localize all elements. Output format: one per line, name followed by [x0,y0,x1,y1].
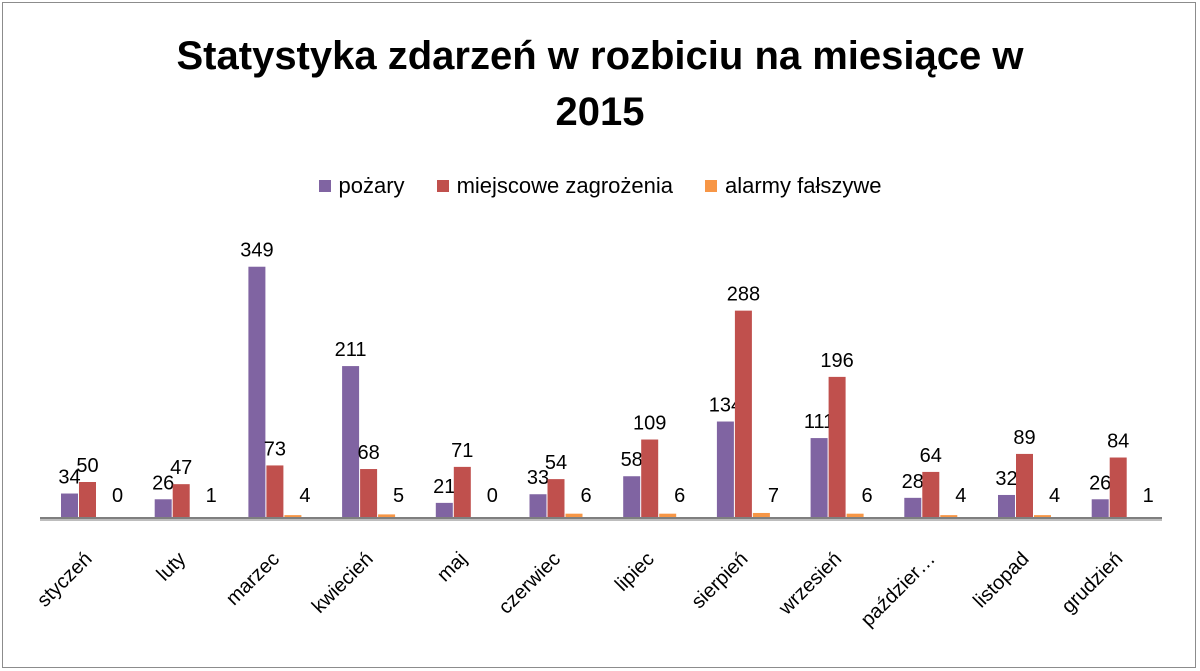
legend-item-miejscowe-zagrozenia: miejscowe zagrożenia [436,173,673,199]
x-tick-label-luty: luty [153,548,191,586]
bar-alarmy-falszywe-listopad [1034,515,1051,518]
data-label-alarmy-falszywe-styczen: 0 [112,485,123,507]
bar-alarmy-falszywe-czerwiec [565,513,583,518]
bar-miejscowe-zagrozenia-maj [453,466,471,518]
data-label-alarmy-falszywe-listopad: 4 [1049,485,1060,507]
x-tick-label-sierpien: sierpień [687,548,752,613]
x-tick-label-marzec: marzec [222,548,284,610]
data-label-pozary-listopad: 32 [995,468,1017,490]
bar-pozary-listopad [998,494,1015,518]
data-label-alarmy-falszywe-marzec: 4 [299,485,310,507]
bar-alarmy-falszywe-lipiec [659,513,677,518]
data-label-pozary-sierpien: 134 [709,395,742,417]
data-label-alarmy-falszywe-lipiec: 6 [674,485,685,507]
x-tick-label-styczen: styczeń [33,548,97,612]
legend-swatch-pozary [318,180,331,192]
bar-pozary-luty [154,499,172,518]
bar-pozary-czerwiec [529,494,547,518]
data-label-alarmy-falszywe-czerwiec: 6 [580,485,591,507]
data-label-pozary-styczen: 34 [58,467,80,489]
data-label-alarmy-falszywe-pazdziernik: 4 [955,485,966,507]
bar-pozary-pazdziernik [904,497,922,518]
x-tick-label-lipiec: lipiec [611,548,659,596]
bar-pozary-kwiecien [342,366,360,518]
data-label-miejscowe-zagrozenia-wrzesien: 196 [820,350,853,372]
data-label-pozary-kwiecien: 211 [335,339,367,361]
data-label-alarmy-falszywe-maj: 0 [487,485,498,507]
x-tick-label-pazdziernik: paździer… [857,548,940,631]
data-label-miejscowe-zagrozenia-sierpien: 288 [727,284,760,306]
bar-miejscowe-zagrozenia-sierpien [734,310,752,518]
bar-pozary-wrzesien [810,438,828,518]
data-label-pozary-maj: 21 [433,476,455,498]
data-label-pozary-luty: 26 [152,472,174,494]
bar-miejscowe-zagrozenia-czerwiec [547,479,565,518]
data-label-miejscowe-zagrozenia-grudzien: 84 [1107,431,1129,453]
data-label-miejscowe-zagrozenia-styczen: 50 [76,455,98,477]
x-tick-label-maj: maj [433,548,471,586]
legend-swatch-alarmy-falszywe [705,180,717,192]
bar-pozary-lipiec [623,476,641,518]
bar-alarmy-falszywe-wrzesien [846,513,864,518]
x-tick-label-kwiecien: kwiecień [308,548,378,618]
data-label-miejscowe-zagrozenia-maj: 71 [451,440,473,462]
data-label-miejscowe-zagrozenia-marzec: 73 [264,438,286,460]
x-tick-label-listopad: listopad [969,548,1033,612]
data-label-alarmy-falszywe-luty: 1 [206,485,217,507]
bar-miejscowe-zagrozenia-kwiecien [360,469,378,518]
data-label-miejscowe-zagrozenia-listopad: 89 [1013,427,1035,449]
x-tick-label-wrzesien: wrzesień [774,548,846,620]
x-tick-label-grudzien: grudzień [1057,548,1127,618]
data-label-pozary-wrzesien: 111 [804,411,834,433]
data-label-miejscowe-zagrozenia-lipiec: 109 [633,413,666,435]
data-label-miejscowe-zagrozenia-pazdziernik: 64 [920,445,942,467]
bar-pozary-marzec [248,266,266,518]
data-label-miejscowe-zagrozenia-czerwiec: 54 [545,452,567,474]
bar-alarmy-falszywe-sierpien [752,512,770,518]
data-label-pozary-grudzien: 26 [1089,472,1111,494]
bar-alarmy-falszywe-pazdziernik [940,515,958,518]
data-label-pozary-marzec: 349 [240,240,273,262]
data-label-alarmy-falszywe-sierpien: 7 [768,485,779,507]
bar-pozary-styczen [61,493,78,518]
data-label-miejscowe-zagrozenia-luty: 47 [170,457,192,479]
bar-miejscowe-zagrozenia-grudzien [1109,457,1127,518]
data-label-pozary-pazdziernik: 28 [902,471,924,493]
bar-miejscowe-zagrozenia-wrzesien [828,376,846,518]
bar-miejscowe-zagrozenia-pazdziernik [922,471,940,518]
chart-title-line-2: 2015 [555,90,645,134]
chart-title-line-1: Statystyka zdarzeń w rozbiciu na miesiąc… [176,34,1024,78]
bar-alarmy-falszywe-marzec [284,515,302,518]
legend-label-alarmy-falszywe: alarmy fałszywe [725,173,882,198]
bar-miejscowe-zagrozenia-luty [172,484,190,518]
data-label-alarmy-falszywe-kwiecien: 5 [393,485,404,507]
legend-label-miejscowe-zagrozenia: miejscowe zagrożenia [456,173,673,198]
chart-title: Statystyka zdarzeń w rozbiciu na miesiąc… [0,28,1200,140]
bar-miejscowe-zagrozenia-listopad [1016,453,1033,518]
x-tick-label-czerwiec: czerwiec [494,548,565,619]
chart-legend: pożary miejscowe zagrożenia alarmy fałsz… [0,172,1200,200]
legend-swatch-miejscowe-zagrozenia [436,180,449,192]
bar-miejscowe-zagrozenia-styczen [79,482,96,518]
data-label-pozary-lipiec: 58 [621,449,643,471]
legend-label-pozary: pożary [338,173,405,198]
legend-item-pozary: pożary [318,173,405,199]
bar-alarmy-falszywe-kwiecien [378,514,396,518]
bar-pozary-grudzien [1091,499,1109,518]
data-label-alarmy-falszywe-wrzesien: 6 [862,485,873,507]
bar-miejscowe-zagrozenia-marzec [266,465,284,518]
legend-item-alarmy-falszywe: alarmy fałszywe [705,173,881,199]
bar-pozary-maj [435,502,453,518]
data-label-miejscowe-zagrozenia-kwiecien: 68 [357,442,379,464]
bar-miejscowe-zagrozenia-lipiec [641,439,659,518]
data-label-alarmy-falszywe-grudzien: 1 [1143,485,1154,507]
data-label-pozary-czerwiec: 33 [527,467,549,489]
bar-pozary-sierpien [716,421,734,518]
